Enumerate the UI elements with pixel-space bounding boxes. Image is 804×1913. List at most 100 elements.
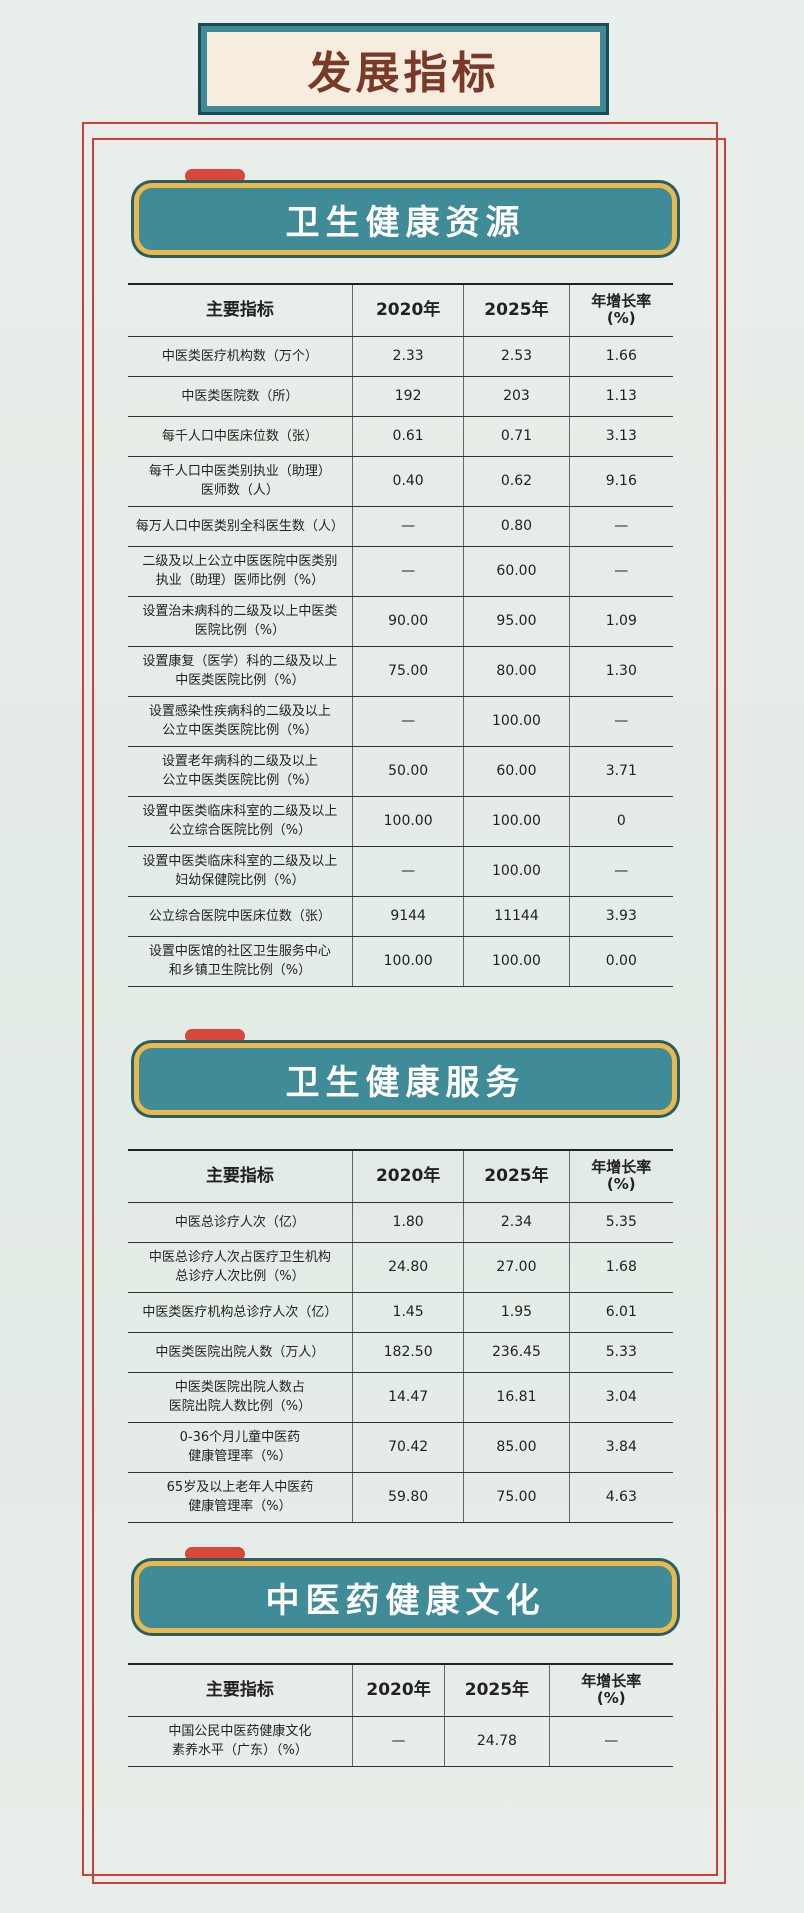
table-cell: 二级及以上公立中医医院中医类别 执业（助理）医师比例（%） [128, 545, 353, 597]
header-cell: 2020年 [351, 283, 464, 337]
table-cell: 1.80 [351, 1201, 464, 1243]
table-cell: 5.33 [568, 1331, 673, 1373]
table-cell: 60.00 [463, 545, 570, 597]
header-cell: 年增长率 (%) [548, 1663, 673, 1717]
section-title: 中医药健康文化 [134, 1561, 677, 1633]
header-cell: 2020年 [351, 1663, 445, 1717]
table-cell: 中医类医院出院人数（万人） [128, 1331, 353, 1373]
table-cell: 1.66 [568, 335, 673, 377]
table-cell: 60.00 [463, 745, 570, 797]
header-cell: 主要指标 [128, 1663, 353, 1717]
table-row: 设置中医类临床科室的二级及以上 公立综合医院比例（%） 100.00 100.00 0 [128, 795, 673, 847]
table-cell: 27.00 [463, 1241, 570, 1293]
table-cell: 70.42 [351, 1421, 464, 1473]
table-cell: 3.71 [568, 745, 673, 797]
table-row: 中国公民中医药健康文化 素养水平（广东）（%） —24.78— [128, 1715, 673, 1767]
header-row: 主要指标 2020年 2025年 年增长率 (%) [128, 283, 673, 337]
table-row: 设置治未病科的二级及以上中医类 医院比例（%） 90.00 95.00 1.09 [128, 595, 673, 647]
table-cell: 中医类医院出院人数占 医院出院人数比例（%） [128, 1371, 353, 1423]
table-cell: 100.00 [463, 935, 570, 987]
table-cell: 80.00 [463, 645, 570, 697]
border [82, 122, 718, 1876]
table-cell: 0.71 [463, 415, 570, 457]
table-cell: 24.80 [351, 1241, 464, 1293]
table-cell: 设置康复（医学）科的二级及以上 中医类医院比例（%） [128, 645, 353, 697]
table-cell: 中医总诊疗人次（亿） [128, 1201, 353, 1243]
table-cell: 1.30 [568, 645, 673, 697]
table-cell: 中医类医疗机构总诊疗人次（亿） [128, 1291, 353, 1333]
table-cell: 2.33 [351, 335, 464, 377]
table-row: 中医类医院数（所） 192 203 1.13 [128, 375, 673, 417]
table-row: 每千人口中医类别执业（助理） 医师数（人） 0.40 0.62 9.16 [128, 455, 673, 507]
table-row: 设置中医馆的社区卫生服务中心 和乡镇卫生院比例（%） 100.00 100.00 0.… [128, 935, 673, 987]
table-row: 中医总诊疗人次（亿） 1.80 2.34 5.35 [128, 1201, 673, 1243]
header-cell: 2020年 [351, 1149, 464, 1203]
table-cell: 236.45 [463, 1331, 570, 1373]
header-row: 主要指标 2020年 2025年 年增长率 (%) [128, 1663, 673, 1717]
header-cell: 主要指标 [128, 1149, 353, 1203]
data-table: 主要指标 2020年 2025年 年增长率 (%) 中医总诊疗人次（亿） 1.80 2.34… [128, 1149, 673, 1523]
header-cell: 2025年 [463, 1149, 570, 1203]
table-cell: 每万人口中医类别全科医生数（人） [128, 505, 353, 547]
table-cell: 3.84 [568, 1421, 673, 1473]
table-cell: — [568, 505, 673, 547]
table-cell: 0 [568, 795, 673, 847]
table-cell: — [568, 695, 673, 747]
table-row: 公立综合医院中医床位数（张） 9144 11144 3.93 [128, 895, 673, 937]
table-cell: 65岁及以上老年人中医药 健康管理率（%） [128, 1471, 353, 1523]
table-cell: — [351, 545, 464, 597]
table-row: 中医类医疗机构数（万个） 2.33 2.53 1.66 [128, 335, 673, 377]
table-cell: 75.00 [351, 645, 464, 697]
table-cell: — [548, 1715, 673, 1767]
table-cell: 每千人口中医类别执业（助理） 医师数（人） [128, 455, 353, 507]
table-cell: 100.00 [463, 795, 570, 847]
table-cell: 100.00 [351, 795, 464, 847]
table-cell: 100.00 [351, 935, 464, 987]
table-cell: 6.01 [568, 1291, 673, 1333]
table-cell: 0.00 [568, 935, 673, 987]
table-cell: 1.09 [568, 595, 673, 647]
table-row: 每千人口中医床位数（张） 0.61 0.71 3.13 [128, 415, 673, 457]
table-cell: 203 [463, 375, 570, 417]
table-cell: 1.68 [568, 1241, 673, 1293]
table-cell: 59.80 [351, 1471, 464, 1523]
table-row: 设置中医类临床科室的二级及以上 妇幼保健院比例（%） —100.00— [128, 845, 673, 897]
table-cell: 11144 [463, 895, 570, 937]
table-cell: 1.45 [351, 1291, 464, 1333]
table-cell: 中医类医院数（所） [128, 375, 353, 417]
table-cell: 设置中医类临床科室的二级及以上 公立综合医院比例（%） [128, 795, 353, 847]
header-cell: 年增长率 (%) [568, 283, 673, 337]
table-cell: 设置中医类临床科室的二级及以上 妇幼保健院比例（%） [128, 845, 353, 897]
table-row: 二级及以上公立中医医院中医类别 执业（助理）医师比例（%） —60.00— [128, 545, 673, 597]
table-cell: — [351, 505, 464, 547]
table-cell: 3.93 [568, 895, 673, 937]
header-cell: 2025年 [444, 1663, 550, 1717]
table-row: 设置感染性疾病科的二级及以上 公立中医类医院比例（%） —100.00— [128, 695, 673, 747]
header-cell: 主要指标 [128, 283, 353, 337]
table-cell: 设置老年病科的二级及以上 公立中医类医院比例（%） [128, 745, 353, 797]
table-cell: 2.34 [463, 1201, 570, 1243]
table-cell: — [351, 1715, 445, 1767]
border [92, 138, 726, 1884]
data-table: 主要指标 2020年 2025年 年增长率 (%) 中国公民中医药健康文化 素养水平（广… [128, 1663, 673, 1767]
table-cell: 中医总诊疗人次占医疗卫生机构 总诊疗人次比例（%） [128, 1241, 353, 1293]
ornament [185, 1029, 245, 1043]
header-cell: 年增长率 (%) [568, 1149, 673, 1203]
table-cell: 90.00 [351, 595, 464, 647]
table-cell: — [351, 695, 464, 747]
table-cell: 0.62 [463, 455, 570, 507]
table-cell: 0.80 [463, 505, 570, 547]
table-cell: 100.00 [463, 695, 570, 747]
table-cell: 0-36个月儿童中医药 健康管理率（%） [128, 1421, 353, 1473]
ornament [185, 169, 245, 183]
table-cell: — [568, 545, 673, 597]
table-cell: 95.00 [463, 595, 570, 647]
table-cell: 192 [351, 375, 464, 417]
table-cell: — [568, 845, 673, 897]
table-cell: 14.47 [351, 1371, 464, 1423]
table-cell: 设置中医馆的社区卫生服务中心 和乡镇卫生院比例（%） [128, 935, 353, 987]
table-cell: 3.13 [568, 415, 673, 457]
table-cell: 1.95 [463, 1291, 570, 1333]
table-cell: 9144 [351, 895, 464, 937]
